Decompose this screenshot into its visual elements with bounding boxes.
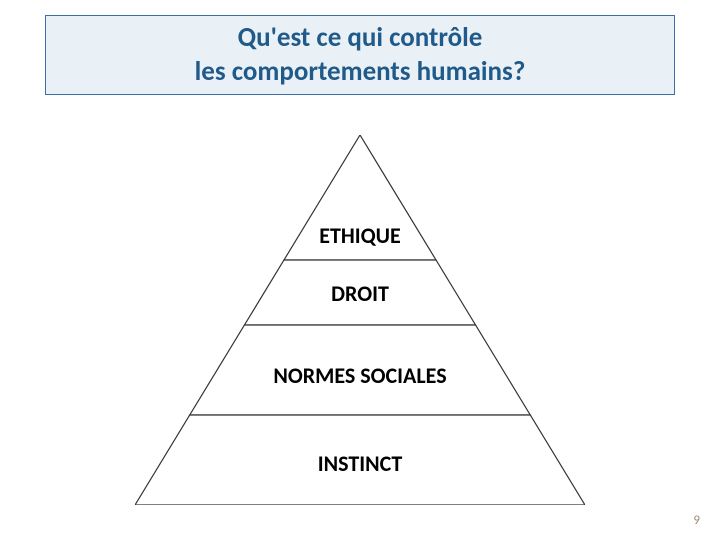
pyramid-band-label: DROIT: [135, 280, 585, 307]
title-box: Qu'est ce qui contrôle les comportements…: [45, 15, 675, 95]
pyramid-band-label: ETHIQUE: [135, 222, 585, 249]
pyramid-diagram: ETHIQUE DROIT NORMES SOCIALES INSTINCT: [135, 135, 585, 505]
page-number: 9: [693, 513, 700, 528]
pyramid-band-label: INSTINCT: [135, 450, 585, 477]
title-text: Qu'est ce qui contrôle les comportements…: [195, 21, 526, 89]
title-line-2: les comportements humains?: [195, 55, 526, 88]
pyramid-band-label: NORMES SOCIALES: [135, 362, 585, 389]
title-line-1: Qu'est ce qui contrôle: [238, 21, 483, 54]
